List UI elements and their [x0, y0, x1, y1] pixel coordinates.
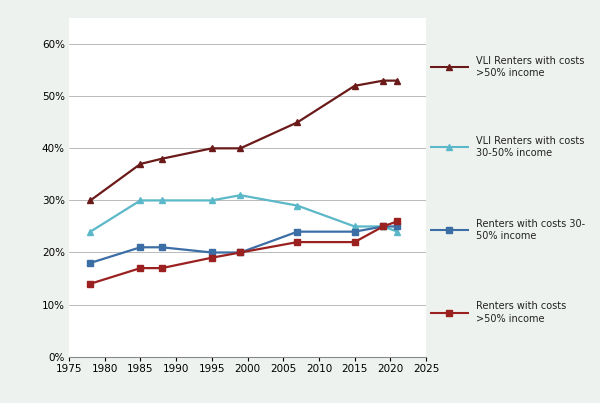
Text: VLI Renters with costs
>50% income: VLI Renters with costs >50% income: [476, 56, 584, 79]
Text: VLI Renters with costs
30-50% income: VLI Renters with costs 30-50% income: [476, 135, 584, 158]
Text: Renters with costs 30-
50% income: Renters with costs 30- 50% income: [476, 218, 585, 241]
Text: Renters with costs
>50% income: Renters with costs >50% income: [476, 301, 566, 324]
